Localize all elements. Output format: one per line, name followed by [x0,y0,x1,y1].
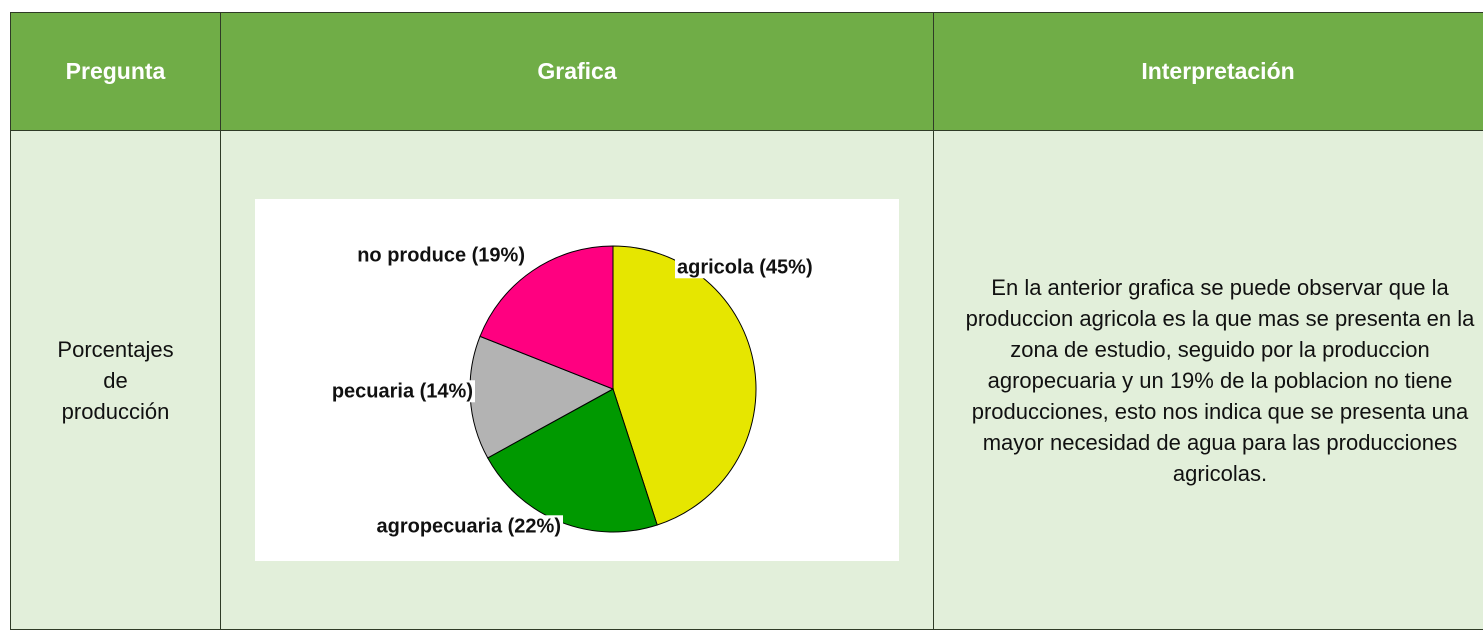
interpretation-text: En la anterior grafica se puede observar… [965,274,1475,486]
header-cell: Interpretación [933,12,1483,131]
header-cell: Pregunta [10,12,221,131]
chart-cell: agricola (45%) agropecuaria (22%) pecuaria… [220,130,934,630]
interpretation-cell: En la anterior grafica se puede observar… [933,130,1483,630]
slice-label: agropecuaria (22%) [376,515,561,537]
pie-chart: agricola (45%) agropecuaria (22%) pecuaria… [255,199,899,561]
header-cell: Grafica [220,12,934,131]
pie-slice [612,245,757,526]
pie-slice [479,245,614,390]
row-cell: Porcentajes de producción [10,130,221,630]
slice-label: no produce (19%) [357,244,525,266]
label-background [374,515,563,538]
label-background [329,380,475,403]
label-background [355,244,527,267]
page: Pregunta Grafica Interpretación Porcenta… [10,12,1483,630]
slice-label: agricola (45%) [677,256,813,278]
row-label: Porcentajes de producción [57,336,174,424]
slice-label: pecuaria (14%) [332,380,473,402]
label-background [675,256,815,279]
